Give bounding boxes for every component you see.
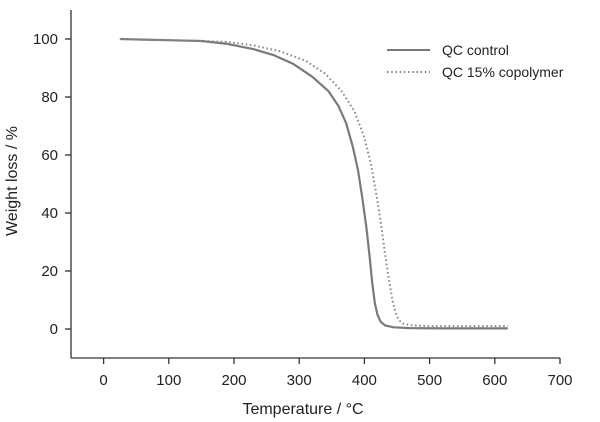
y-tick-label: 100 [33, 31, 58, 48]
series-line-2 [119, 38, 508, 328]
x-tick-label: 600 [482, 372, 507, 389]
plot-area [70, 10, 560, 359]
y-tick-label: 60 [41, 147, 58, 164]
y-tick-label: 40 [41, 205, 58, 222]
series-layer [119, 37, 508, 330]
x-tick-label: 200 [221, 372, 246, 389]
y-tick-label: 0 [50, 321, 58, 338]
x-axis-title: Temperature / °C [242, 401, 363, 418]
x-tick-label: 300 [287, 372, 312, 389]
series-line-1 [119, 37, 508, 330]
x-tick-label: 100 [156, 372, 181, 389]
axis-ticks: 0 100 200 300 400 500 600 700 0 20 40 60 80 100 [33, 31, 573, 389]
x-tick-label: 0 [99, 372, 107, 389]
legend-label-2: QC 15% copolymer [442, 64, 564, 80]
x-tick-label: 400 [352, 372, 377, 389]
y-axis-title: Weight loss / % [4, 126, 21, 236]
y-tick-label: 80 [41, 89, 58, 106]
y-tick-label: 20 [41, 263, 58, 280]
legend: QC control QC 15% copolymer [387, 42, 564, 80]
x-tick-label: 500 [417, 372, 442, 389]
legend-label-1: QC control [442, 42, 509, 58]
x-tick-label: 700 [547, 372, 572, 389]
